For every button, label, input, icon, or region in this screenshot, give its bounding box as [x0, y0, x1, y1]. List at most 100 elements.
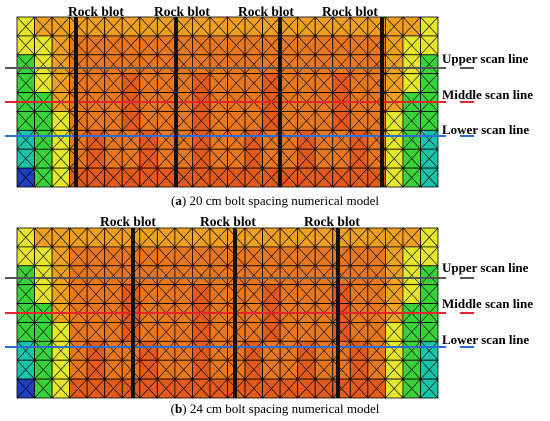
mesh-element	[297, 359, 316, 380]
rock-bolt	[336, 228, 340, 398]
mesh-element	[384, 359, 404, 380]
mesh-element	[16, 322, 35, 342]
mesh-element	[51, 111, 71, 131]
mesh-element	[244, 148, 263, 169]
mesh-element	[244, 265, 263, 286]
mesh-element	[34, 111, 53, 131]
mesh-element	[367, 265, 386, 286]
numerical-model-b	[5, 227, 474, 399]
mesh-element	[297, 148, 316, 169]
mesh-element	[86, 265, 106, 286]
mesh-element	[156, 265, 176, 286]
mesh-element	[349, 35, 369, 56]
mesh-element	[104, 340, 123, 361]
mesh-element	[121, 16, 141, 37]
mesh-element	[332, 148, 351, 169]
upper-scan-line-label: Upper scan line	[442, 51, 529, 66]
mesh-element	[16, 284, 35, 304]
mesh-element	[34, 284, 53, 304]
mesh-element	[420, 73, 439, 93]
mesh-element	[104, 246, 123, 267]
mesh-element	[192, 246, 211, 267]
mesh-element	[69, 284, 88, 304]
mesh-element	[367, 359, 386, 380]
mesh-element	[86, 227, 106, 248]
mesh-element	[297, 284, 316, 304]
mesh-element	[349, 322, 369, 342]
mesh-element	[262, 16, 281, 37]
mesh-element	[156, 129, 176, 150]
mesh-element	[349, 359, 369, 380]
mesh-element	[314, 129, 334, 150]
mesh-element	[227, 148, 246, 169]
middle-scan-line-label: Middle scan line	[442, 296, 534, 311]
mesh-element	[384, 246, 404, 267]
mesh-element	[16, 16, 35, 37]
mesh-element	[332, 167, 351, 188]
mesh-element	[314, 16, 334, 37]
mesh-element	[104, 284, 123, 304]
mesh-element	[139, 148, 158, 169]
mesh-element	[244, 16, 263, 37]
mesh-element	[69, 227, 88, 248]
mesh-element	[314, 167, 334, 188]
mesh-element	[156, 378, 176, 399]
mesh-element	[314, 246, 334, 267]
mesh-element	[156, 284, 176, 304]
mesh-element	[297, 322, 316, 342]
mesh-element	[139, 246, 158, 267]
mesh-element	[174, 284, 193, 304]
mesh-element	[420, 340, 439, 361]
mesh-element	[402, 111, 421, 131]
mesh-element	[227, 129, 246, 150]
mesh-element	[174, 322, 193, 342]
mesh-element	[384, 148, 404, 169]
mesh-element	[244, 73, 263, 93]
mesh-element	[104, 111, 123, 131]
middle-scan-line-label: Middle scan line	[442, 87, 534, 102]
mesh-element	[279, 54, 299, 75]
mesh-element	[121, 35, 141, 56]
mesh-element	[209, 359, 228, 380]
mesh-element	[34, 54, 53, 75]
mesh-element	[209, 284, 228, 304]
mesh-element	[332, 340, 351, 361]
mesh-element	[51, 167, 71, 188]
mesh-element	[244, 35, 263, 56]
numerical-model-a	[5, 16, 474, 188]
mesh-element	[86, 54, 106, 75]
mesh-element	[86, 359, 106, 380]
mesh-element	[192, 129, 211, 150]
mesh-element	[121, 73, 141, 93]
mesh-element	[297, 246, 316, 267]
mesh-element	[332, 54, 351, 75]
mesh-element	[297, 73, 316, 93]
mesh-element	[384, 35, 404, 56]
mesh-element	[209, 265, 228, 286]
mesh-element	[332, 73, 351, 93]
mesh-element	[34, 359, 53, 380]
mesh-element	[349, 54, 369, 75]
mesh-element	[209, 129, 228, 150]
mesh-element	[314, 35, 334, 56]
mesh-element	[244, 378, 263, 399]
mesh-element	[227, 167, 246, 188]
mesh-element	[332, 322, 351, 342]
mesh-element	[244, 284, 263, 304]
mesh-element	[367, 340, 386, 361]
mesh-element	[16, 359, 35, 380]
mesh-element	[86, 148, 106, 169]
mesh-element	[244, 167, 263, 188]
mesh-element	[227, 54, 246, 75]
mesh-element	[297, 16, 316, 37]
mesh-element	[209, 16, 228, 37]
mesh-element	[262, 73, 281, 93]
rock-bolt	[380, 17, 384, 187]
lower-scan-line-label: Lower scan line	[442, 122, 530, 137]
mesh-element	[384, 73, 404, 93]
mesh-element	[384, 340, 404, 361]
mesh-element	[139, 322, 158, 342]
mesh-element	[156, 340, 176, 361]
mesh-element	[420, 246, 439, 267]
mesh-element	[156, 322, 176, 342]
